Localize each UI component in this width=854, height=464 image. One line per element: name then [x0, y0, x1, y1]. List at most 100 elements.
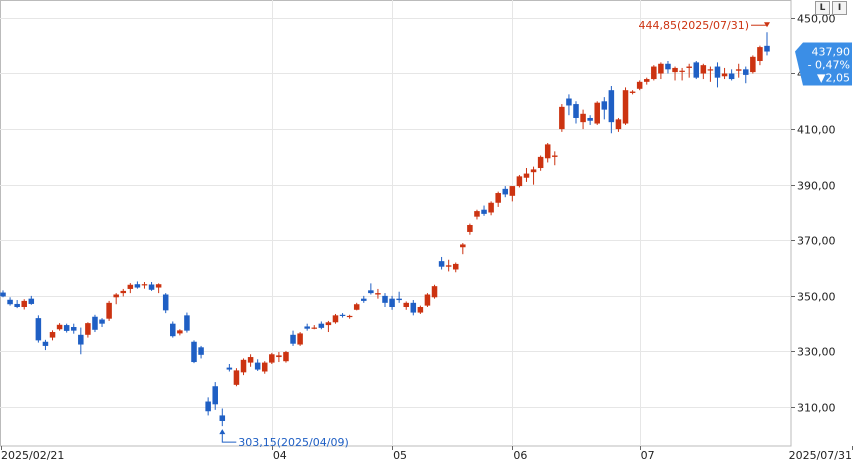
candle	[219, 408, 226, 427]
candle-body	[63, 325, 70, 331]
candle-body	[665, 63, 671, 70]
candle	[162, 293, 169, 314]
candle-body	[502, 188, 509, 195]
candle	[177, 329, 183, 336]
candle-body	[474, 211, 480, 217]
x-axis: 2025/02/21 04 05 06 07 2025/07/31	[1, 446, 853, 462]
candle-body	[495, 193, 501, 203]
candle-body	[0, 292, 6, 297]
candle	[353, 302, 360, 311]
candle-body	[332, 315, 339, 323]
candle-body	[170, 323, 176, 337]
candle	[113, 293, 119, 305]
candle-body	[594, 102, 600, 124]
candle-body	[382, 295, 388, 303]
candle-body	[488, 202, 494, 213]
candle	[559, 104, 565, 132]
candle-body	[431, 286, 438, 298]
candle	[283, 350, 289, 363]
candle	[587, 115, 593, 125]
candle	[148, 281, 155, 291]
y-tick-label: 450,00	[797, 13, 836, 26]
candle-body	[254, 362, 261, 370]
last-price-value: 437,90	[812, 46, 851, 59]
low-price-arrow-icon	[219, 429, 226, 435]
candle-body	[509, 186, 516, 196]
y-tick-label: 390,00	[797, 180, 836, 193]
candle	[276, 352, 282, 363]
x-tick-label: 2025/07/31	[789, 449, 852, 462]
candle-body	[113, 294, 119, 298]
candle-body	[205, 401, 211, 412]
candle-body	[629, 91, 636, 93]
candle	[127, 283, 134, 294]
candle	[339, 313, 346, 318]
candle-body	[622, 90, 629, 124]
candle	[269, 352, 275, 364]
candle	[42, 339, 49, 351]
candle	[318, 321, 325, 330]
candle-body	[530, 169, 537, 173]
candle	[233, 368, 240, 387]
candle	[544, 142, 551, 163]
candle-body	[615, 119, 622, 130]
candle	[516, 174, 523, 188]
candle-body	[693, 62, 700, 78]
candle-body	[481, 209, 487, 214]
candle	[403, 301, 409, 310]
candle	[460, 243, 466, 255]
high-price-annotation: 444,85(2025/07/31)	[639, 19, 749, 32]
candle-body	[757, 47, 763, 61]
candle	[643, 77, 650, 85]
candle-body	[56, 324, 63, 330]
candle	[502, 186, 509, 198]
candle	[467, 223, 473, 235]
candle-body	[566, 98, 572, 106]
candle-body	[219, 415, 226, 421]
candle-body	[587, 117, 593, 121]
linear-scale-button[interactable]: I	[832, 1, 847, 15]
candle-body	[721, 73, 728, 77]
log-scale-button[interactable]: L	[815, 1, 830, 15]
candle-body	[318, 323, 325, 328]
candle-body	[559, 106, 565, 130]
candle-body	[424, 294, 431, 306]
candle-body	[537, 156, 544, 169]
candle	[63, 323, 70, 333]
candle-body	[764, 45, 770, 52]
candle	[205, 397, 211, 416]
candle	[7, 297, 13, 306]
high-price-arrow-icon	[764, 22, 770, 28]
candle	[629, 90, 636, 95]
candle	[28, 295, 35, 305]
candle-body	[643, 79, 650, 82]
candle	[212, 382, 218, 410]
candle	[35, 315, 42, 343]
candle-body	[198, 347, 204, 355]
candle	[474, 209, 480, 220]
candle-body	[601, 101, 608, 110]
candle-body	[127, 284, 134, 289]
candle	[721, 67, 728, 80]
candle-body	[162, 294, 169, 311]
candle-body	[7, 299, 13, 305]
candle-body	[240, 359, 247, 373]
candle	[120, 288, 127, 297]
candle	[700, 63, 707, 80]
low-price-annotation: 303,15(2025/04/09)	[238, 436, 348, 449]
candle-body	[226, 367, 233, 370]
candle	[368, 283, 374, 295]
candle-body	[707, 69, 714, 71]
y-tick-label: 330,00	[797, 346, 836, 359]
candle	[523, 168, 530, 182]
candle	[601, 97, 608, 120]
candle	[191, 340, 197, 364]
x-tick-label: 05	[393, 449, 407, 462]
candle-body	[743, 69, 749, 75]
candle	[99, 318, 105, 328]
candle	[261, 361, 268, 374]
candle-body	[28, 298, 35, 304]
candle-body	[42, 341, 49, 346]
candle-body	[636, 81, 643, 89]
x-tick-label: 2025/02/21	[1, 449, 64, 462]
